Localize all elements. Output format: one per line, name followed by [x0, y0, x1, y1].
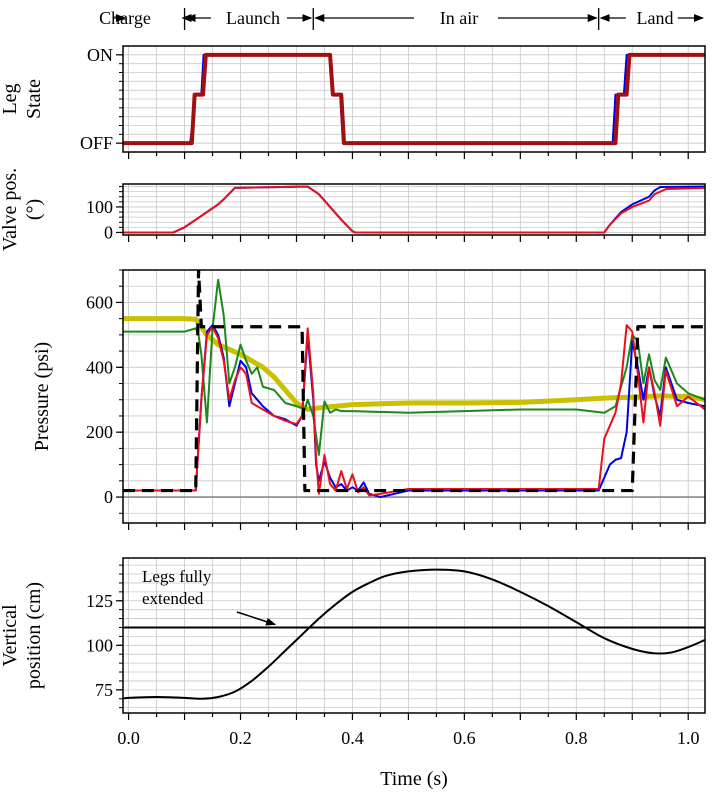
y-axis-label: position (cm): [23, 582, 45, 689]
panel-1: OFF ON Leg State: [0, 45, 706, 159]
y-axis-label: Leg: [0, 83, 21, 114]
series-command-line: [123, 270, 705, 493]
annotation-text: Legs fully: [142, 567, 212, 586]
series-group: [123, 270, 705, 499]
axes-frame: [122, 269, 706, 524]
x-tick-label: 0.2: [229, 728, 252, 748]
series-red-line: [123, 185, 705, 234]
axes-frame: [122, 557, 706, 714]
annotation-text: extended: [142, 589, 204, 608]
panel-3: 0 200 400 600 Pressure (psi): [31, 269, 706, 530]
annotation-arrow: [236, 611, 277, 626]
series-legstate-line: [123, 52, 705, 146]
y-tick-label: 0: [104, 487, 113, 507]
axes-frame: [122, 183, 706, 236]
y-axis-label: (°): [23, 199, 45, 220]
y-tick-label: 100: [86, 635, 113, 655]
phase-label-land: Land: [637, 8, 674, 28]
series-group: [123, 568, 705, 700]
y-axis-label: Vertical: [0, 604, 21, 667]
panel-4: 75 100 125 Vertical position (cm) Legs fully e…: [0, 557, 706, 790]
y-tick-label: 125: [86, 591, 113, 611]
x-tick-label: 0.0: [117, 728, 140, 748]
series-green-line: [123, 278, 705, 456]
y-tick-label: 100: [86, 197, 113, 217]
phase-label-launch: Launch: [226, 8, 280, 28]
panels: OFF ON Leg State 0 100 Valve pos. (°) 0 200 400 600…: [0, 45, 706, 790]
y-axis-label: Valve pos.: [0, 168, 21, 251]
series-group: [123, 52, 705, 146]
x-tick-label: 0.8: [565, 728, 588, 748]
y-tick-label: 200: [86, 422, 113, 442]
series-group: [123, 185, 705, 234]
y-tick-label: 0: [104, 222, 113, 242]
y-tick-label: OFF: [80, 133, 113, 153]
y-axis-label: Pressure (psi): [31, 342, 53, 451]
y-tick-label: ON: [87, 45, 113, 65]
phase-bar: Charge Launch In air Land: [99, 8, 704, 30]
x-tick-label: 1.0: [677, 728, 700, 748]
y-tick-label: 400: [86, 357, 113, 377]
x-tick-label: 0.6: [453, 728, 476, 748]
y-axis-label: State: [23, 79, 45, 119]
x-tick-label: 0.4: [341, 728, 364, 748]
y-tick-label: 75: [95, 680, 113, 700]
y-tick-label: 600: [86, 292, 113, 312]
panel-2: 0 100 Valve pos. (°): [0, 168, 706, 251]
phase-label-charge: Charge: [99, 8, 151, 28]
x-axis-label: Time (s): [380, 768, 448, 790]
series-command-line: [123, 568, 705, 700]
phase-label-in-air: In air: [440, 8, 478, 28]
